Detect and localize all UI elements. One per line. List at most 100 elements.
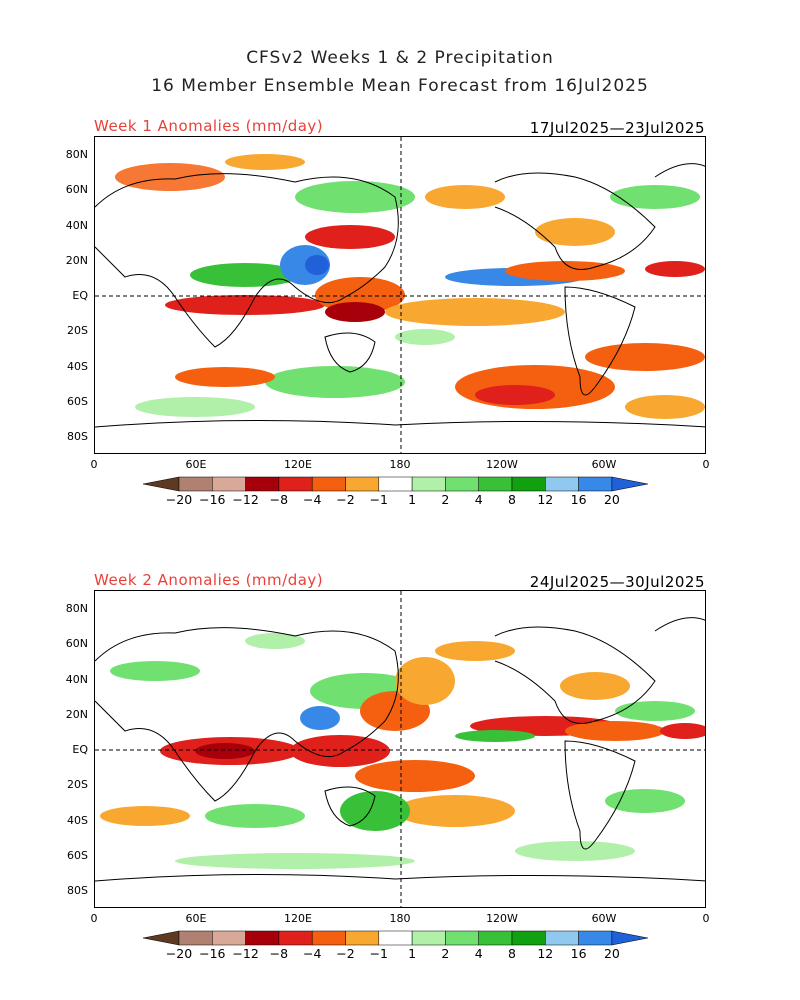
colorbar-swatch xyxy=(245,476,280,492)
week1-map xyxy=(94,136,706,454)
colorbar-tick-label: 20 xyxy=(603,492,620,507)
week2-map-canvas xyxy=(95,591,705,907)
lat-label: 20S xyxy=(67,324,88,337)
colorbar-swatch xyxy=(311,930,346,946)
colorbar-swatch xyxy=(378,476,413,492)
colorbar-tick-label: −16 xyxy=(199,492,226,507)
colorbar-swatch xyxy=(212,476,246,492)
colorbar-tick-label: −16 xyxy=(199,946,226,961)
colorbar-tick-label: 16 xyxy=(570,492,587,507)
lon-label: 0 xyxy=(90,912,98,925)
colorbar-tick-label: −12 xyxy=(232,492,259,507)
colorbar-tick-label: −20 xyxy=(165,946,193,961)
week1-colorbar xyxy=(142,476,659,496)
colorbar-swatch xyxy=(212,930,246,946)
colorbar-tick-label: 12 xyxy=(537,946,554,961)
lon-label: 120W xyxy=(486,458,518,471)
lat-label: 20N xyxy=(65,708,88,721)
colorbar-tick-label: −4 xyxy=(302,946,322,961)
colorbar-swatch xyxy=(278,476,313,492)
week2-colorbar xyxy=(142,930,659,950)
colorbar-swatch xyxy=(311,476,346,492)
lat-label: 60S xyxy=(67,395,88,408)
week2-map xyxy=(94,590,706,908)
colorbar-tick-label: 20 xyxy=(603,946,620,961)
colorbar-tick-label: −1 xyxy=(369,492,389,507)
colorbar-tick-label: −4 xyxy=(302,492,322,507)
lon-label: 60E xyxy=(185,912,207,925)
colorbar-swatch xyxy=(345,930,380,946)
lat-label: 40N xyxy=(65,673,88,686)
lat-label: 80N xyxy=(65,148,88,161)
colorbar-swatch xyxy=(411,930,446,946)
lat-label: 60N xyxy=(65,183,88,196)
lon-label: 60W xyxy=(591,912,617,925)
colorbar-tick-label: 16 xyxy=(570,946,587,961)
colorbar-swatch xyxy=(445,930,479,946)
week2-panel-label: Week 2 Anomalies (mm/day) xyxy=(94,571,324,589)
colorbar-swatch xyxy=(478,476,513,492)
colorbar-arrow-high xyxy=(611,930,648,946)
lat-label: EQ xyxy=(72,743,88,756)
colorbar-tick-label: 2 xyxy=(441,492,450,507)
lat-label: 20S xyxy=(67,778,88,791)
week2-colorbar-swatches xyxy=(142,930,648,946)
colorbar-swatch xyxy=(445,476,479,492)
colorbar-arrow-high xyxy=(611,476,648,492)
colorbar-arrow-low xyxy=(142,476,180,492)
lon-label: 120W xyxy=(486,912,518,925)
colorbar-swatch xyxy=(545,476,579,492)
week1-panel-label: Week 1 Anomalies (mm/day) xyxy=(94,117,324,135)
colorbar-tick-label: −20 xyxy=(165,492,193,507)
colorbar-swatch xyxy=(178,476,213,492)
lat-label: EQ xyxy=(72,289,88,302)
lon-label: 60E xyxy=(185,458,207,471)
colorbar-tick-label: 8 xyxy=(508,492,516,507)
lon-label: 0 xyxy=(702,912,710,925)
title-line-1: CFSv2 Weeks 1 & 2 Precipitation xyxy=(246,48,554,68)
lon-label: 0 xyxy=(90,458,98,471)
colorbar-swatch xyxy=(578,930,613,946)
colorbar-swatch xyxy=(378,930,413,946)
lon-label: 0 xyxy=(702,458,710,471)
week2-coastlines xyxy=(95,617,705,882)
colorbar-swatch xyxy=(178,930,213,946)
colorbar-tick-label: −8 xyxy=(269,946,289,961)
colorbar-swatch xyxy=(345,476,380,492)
colorbar-tick-label: −2 xyxy=(336,946,355,961)
week1-colorbar-swatches xyxy=(142,476,648,492)
colorbar-tick-label: −8 xyxy=(269,492,289,507)
colorbar-swatch xyxy=(245,930,280,946)
colorbar-swatch xyxy=(545,930,579,946)
colorbar-swatch xyxy=(578,476,613,492)
colorbar-arrow-low xyxy=(142,930,180,946)
colorbar-tick-label: 4 xyxy=(474,946,483,961)
colorbar-tick-label: 1 xyxy=(408,946,417,961)
colorbar-tick-label: −2 xyxy=(336,492,355,507)
colorbar-tick-label: 2 xyxy=(441,946,450,961)
colorbar-tick-label: −12 xyxy=(232,946,259,961)
lat-label: 60S xyxy=(67,849,88,862)
lon-label: 180 xyxy=(389,458,411,471)
lat-label: 60N xyxy=(65,637,88,650)
week1-coastlines xyxy=(95,163,705,428)
lat-label: 20N xyxy=(65,254,88,267)
colorbar-tick-label: 8 xyxy=(508,946,516,961)
colorbar-tick-label: 4 xyxy=(474,492,483,507)
lon-label: 120E xyxy=(284,458,312,471)
colorbar-swatch xyxy=(278,930,313,946)
lat-label: 80N xyxy=(65,602,88,615)
title-line-2: 16 Member Ensemble Mean Forecast from 16… xyxy=(151,76,649,96)
lat-label: 40S xyxy=(67,360,88,373)
lon-label: 120E xyxy=(284,912,312,925)
lat-label: 80S xyxy=(67,430,88,443)
colorbar-tick-label: 12 xyxy=(537,492,554,507)
week1-anomaly-shading xyxy=(115,154,705,419)
lat-label: 80S xyxy=(67,884,88,897)
lon-label: 180 xyxy=(389,912,411,925)
colorbar-tick-label: −1 xyxy=(369,946,389,961)
colorbar-swatch xyxy=(478,930,513,946)
week2-date-range: 24Jul2025—30Jul2025 xyxy=(529,573,705,591)
colorbar-tick-label: 1 xyxy=(408,492,417,507)
colorbar-swatch xyxy=(411,476,446,492)
